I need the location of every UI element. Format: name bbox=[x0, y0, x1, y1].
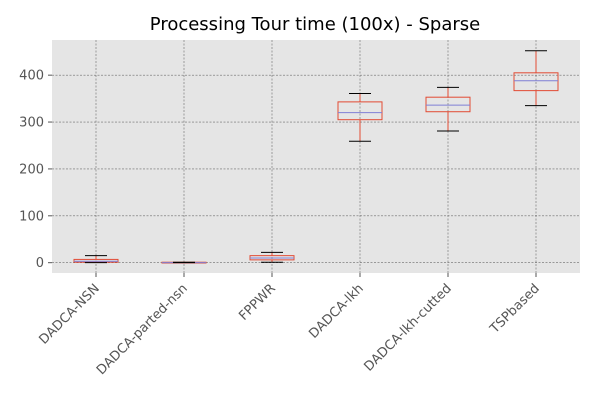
box-dadca-parted-nsn bbox=[161, 261, 207, 264]
grid-lines bbox=[52, 40, 580, 273]
plot-background bbox=[52, 40, 580, 273]
y-tick-label: 200 bbox=[19, 162, 44, 177]
y-tick-label: 400 bbox=[19, 69, 44, 84]
y-tick-label: 0 bbox=[36, 256, 44, 271]
y-tick-label: 100 bbox=[19, 209, 44, 224]
box-dadca-lkh bbox=[337, 92, 383, 142]
box-dadca-nsn bbox=[73, 255, 119, 264]
box-iqr bbox=[337, 101, 383, 121]
x-tick-label: DADCA-lkh bbox=[306, 281, 366, 341]
box-dadca-lkh-cutted bbox=[425, 86, 471, 132]
x-tick-label: FPPWR bbox=[236, 281, 278, 323]
box-tspbased bbox=[513, 50, 559, 107]
box-iqr bbox=[513, 72, 559, 92]
x-tick-label: DADCA-parted-nsn bbox=[94, 281, 191, 378]
y-axis: 0 100 200 300 400 bbox=[19, 69, 52, 271]
x-tick-label: DADCA-NSN bbox=[37, 281, 103, 347]
box-series bbox=[73, 50, 559, 264]
chart-title: Processing Tour time (100x) - Sparse bbox=[150, 14, 480, 35]
x-tick-label: DADCA-lkh-cutted bbox=[362, 281, 455, 374]
box-iqr bbox=[425, 96, 471, 113]
box-fppwr bbox=[249, 251, 295, 263]
x-tick-label: TSPbased bbox=[487, 281, 543, 337]
y-tick-label: 300 bbox=[19, 116, 44, 131]
